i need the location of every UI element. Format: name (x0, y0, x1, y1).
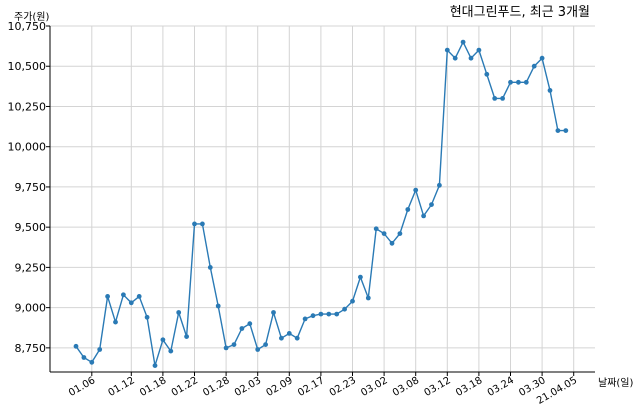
data-point (168, 348, 174, 354)
data-point (437, 182, 442, 188)
data-point (215, 303, 221, 309)
data-point (136, 294, 142, 299)
data-point (192, 221, 197, 227)
data-point (121, 292, 126, 298)
y-ticks: 8,750 9,000 9,250 9,500 9,750 10,000 10,250 10,… (8, 20, 50, 355)
data-point (555, 128, 561, 134)
data-point (334, 311, 340, 317)
x-tick-label: 03.02 (359, 375, 389, 399)
data-point (255, 347, 261, 352)
data-point (516, 79, 521, 85)
data-point (452, 55, 458, 61)
data-point (492, 96, 498, 101)
data-point (373, 226, 379, 232)
data-point (318, 311, 324, 317)
data-point (239, 326, 245, 331)
data-point (207, 265, 213, 270)
data-point (531, 63, 537, 69)
data-point (500, 96, 505, 101)
y-tick-label: 9,750 (15, 181, 47, 194)
y-tick-label: 10,500 (8, 60, 47, 73)
x-tick-label: 01.22 (170, 375, 200, 399)
y-axis-label: 주가(원) (14, 11, 50, 23)
data-point (563, 128, 569, 134)
data-point (113, 319, 118, 325)
y-tick-label: 9,000 (15, 302, 47, 315)
x-tick-label: 02.23 (328, 375, 358, 399)
y-tick-label: 8,750 (15, 342, 47, 355)
x-tick-label: 02.03 (233, 375, 263, 399)
x-axis-label: 날짜(일) (598, 377, 634, 389)
x-tick-label: 03.12 (422, 375, 452, 399)
data-point (389, 240, 395, 246)
series-group (73, 39, 569, 368)
data-point (476, 47, 482, 53)
data-point (144, 314, 150, 320)
data-point (342, 306, 347, 312)
data-point (508, 79, 513, 85)
data-point (539, 55, 545, 61)
data-point (421, 213, 426, 219)
data-point (444, 47, 450, 53)
y-tick-label: 10,000 (8, 141, 47, 154)
x-tick-label: 03.24 (486, 375, 516, 399)
data-point (286, 331, 292, 336)
x-tick-label: 01.18 (138, 375, 168, 399)
data-point (294, 335, 300, 341)
x-tick-label: 03.08 (391, 375, 421, 399)
x-tick-label: 01.28 (201, 375, 231, 399)
data-point (89, 359, 95, 365)
data-point (350, 298, 355, 304)
chart-title: 현대그린푸드, 최근 3개월 (450, 5, 590, 20)
y-tick-label: 10,250 (8, 100, 47, 113)
data-point (247, 321, 253, 327)
y-tick-label: 9,500 (15, 221, 47, 234)
data-point (310, 313, 316, 319)
data-point (263, 342, 268, 347)
data-point (405, 207, 411, 212)
data-point (81, 355, 87, 360)
data-point (97, 347, 103, 352)
data-point (128, 300, 134, 306)
data-point (484, 71, 490, 77)
data-point (105, 294, 110, 299)
data-point (429, 202, 434, 208)
data-point (365, 295, 371, 301)
grid (50, 25, 595, 372)
x-tick-label: 01.06 (67, 375, 97, 399)
data-point (460, 39, 466, 45)
data-point (271, 310, 276, 315)
data-point (279, 335, 284, 341)
x-ticks: 01.06 01.12 01.18 01.22 01.28 02.03 02.09 02.17… (67, 372, 579, 407)
data-point (231, 342, 237, 347)
x-tick-label: 03.18 (454, 375, 484, 399)
axes (49, 26, 595, 373)
data-point (152, 363, 158, 368)
y-tick-label: 9,250 (15, 261, 47, 274)
x-tick-label: 01.12 (106, 375, 136, 399)
data-point (523, 79, 529, 85)
x-tick-label: 02.09 (264, 375, 294, 399)
data-point (223, 345, 229, 351)
data-point (381, 231, 387, 237)
data-point (358, 274, 363, 280)
data-point (397, 231, 403, 237)
data-point (468, 55, 474, 61)
data-point (184, 334, 190, 339)
x-tick-label: 02.17 (296, 375, 326, 399)
data-point (326, 311, 332, 317)
data-point (302, 316, 308, 322)
data-point (547, 88, 553, 93)
y-tick-label: 10,750 (8, 20, 47, 33)
data-point (176, 310, 182, 315)
data-point (200, 221, 205, 227)
data-point (160, 337, 166, 343)
data-point (413, 187, 419, 193)
data-point (73, 343, 79, 349)
